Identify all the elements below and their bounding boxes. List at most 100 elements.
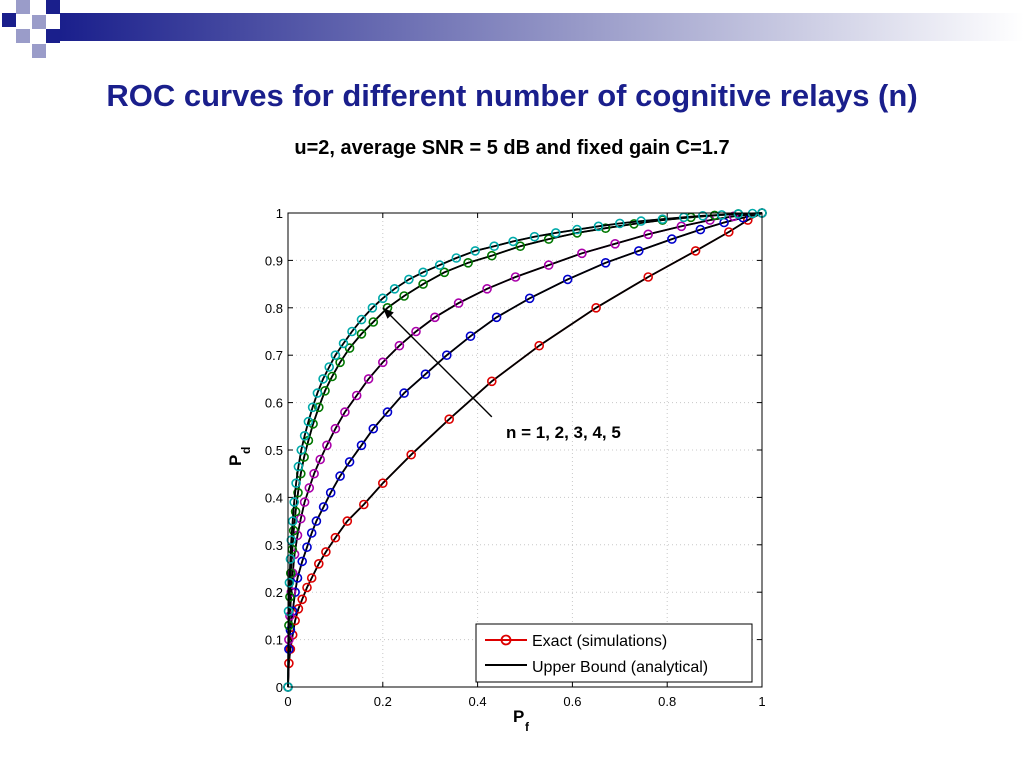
data-point: [286, 535, 297, 545]
data-point: [643, 272, 654, 282]
data-point: [293, 487, 303, 498]
data-point: [439, 267, 450, 278]
data-point: [318, 374, 328, 384]
data-point: [356, 314, 367, 325]
deco-square: [46, 29, 60, 43]
data-point: [321, 547, 331, 557]
data-point: [406, 449, 417, 460]
data-point: [600, 257, 611, 268]
x-tick-label: 0.4: [469, 694, 487, 709]
data-point: [302, 582, 312, 593]
data-point: [293, 603, 304, 614]
data-point: [550, 228, 561, 238]
data-point: [356, 440, 367, 451]
data-point: [411, 326, 421, 337]
y-tick-label: 0: [276, 680, 283, 695]
data-point: [327, 371, 337, 382]
data-point: [394, 340, 405, 351]
data-point: [482, 283, 492, 294]
data-point: [297, 556, 308, 567]
annotation-arrowhead: [382, 307, 394, 319]
data-point: [363, 374, 374, 384]
data-point: [593, 221, 604, 232]
deco-square: [2, 13, 16, 27]
y-tick-label: 0.3: [265, 538, 283, 553]
upper-bound-line-n-5: [287, 212, 763, 688]
data-point: [515, 241, 526, 251]
data-point: [335, 357, 345, 368]
data-point: [307, 402, 318, 413]
data-point: [723, 227, 734, 237]
legend-marker-exact: [500, 634, 512, 646]
data-point: [368, 423, 379, 434]
x-tick-label: 1: [758, 694, 765, 709]
data-point: [470, 246, 481, 256]
data-point: [303, 416, 314, 427]
data-point: [491, 312, 502, 323]
y-axis-label-sub: d: [239, 447, 253, 454]
data-point: [733, 209, 744, 219]
data-point: [399, 388, 409, 398]
data-point: [293, 461, 304, 472]
data-point: [543, 260, 554, 270]
data-point: [287, 516, 298, 526]
data-point: [377, 357, 388, 368]
data-point: [368, 317, 379, 327]
annotation-label: n = 1, 2, 3, 4, 5: [506, 423, 621, 442]
data-point: [330, 532, 341, 543]
y-tick-label: 0.2: [265, 585, 283, 600]
legend: Exact (simulations) Upper Bound (analyti…: [475, 623, 753, 683]
data-point: [676, 221, 687, 232]
data-point: [297, 594, 308, 605]
data-point: [358, 499, 369, 510]
legend-label-bound: Upper Bound (analytical): [532, 659, 708, 676]
data-point: [529, 231, 540, 242]
data-point: [614, 218, 625, 229]
x-axis-label-main: P: [513, 707, 524, 726]
series-n-5: [283, 208, 767, 692]
data-point: [344, 343, 355, 353]
data-point: [486, 250, 497, 261]
y-axis-ticks: 0 0.1 0.2 0.3 0.4 0.5 0.6 0.7 0.8 0.9 1: [265, 206, 762, 695]
data-point: [311, 516, 322, 526]
data-point: [288, 525, 299, 536]
data-point: [312, 388, 323, 398]
data-point: [389, 283, 400, 294]
deco-square: [16, 29, 30, 43]
header-band: [60, 13, 1024, 41]
data-point: [308, 419, 318, 429]
data-point: [441, 350, 452, 361]
x-tick-label: 0: [284, 694, 291, 709]
data-point: [534, 340, 545, 351]
data-point: [382, 407, 393, 417]
data-point: [304, 483, 315, 493]
y-tick-label: 0.7: [265, 348, 283, 363]
data-point: [284, 577, 295, 588]
deco-square: [46, 0, 60, 14]
data-point: [306, 573, 317, 583]
x-tick-label: 0.8: [658, 694, 676, 709]
plot-frame: [287, 212, 763, 688]
data-point: [285, 625, 296, 635]
data-point: [716, 210, 727, 220]
data-point: [324, 362, 335, 372]
data-point: [404, 274, 414, 285]
data-point: [465, 331, 476, 342]
annotation: n = 1, 2, 3, 4, 5: [382, 307, 621, 442]
data-point: [291, 478, 301, 489]
series-n-3: [283, 208, 767, 692]
data-point: [690, 246, 701, 256]
data-point: [335, 471, 345, 481]
chart-title: u=2, average SNR = 5 dB and fixed gain C…: [294, 137, 730, 159]
data-point: [444, 414, 455, 425]
data-point: [306, 528, 317, 538]
data-point: [342, 516, 353, 526]
data-point: [420, 369, 431, 380]
data-point: [510, 272, 521, 282]
y-tick-label: 0.4: [265, 490, 283, 505]
data-point: [289, 497, 300, 507]
data-point: [418, 267, 428, 278]
y-tick-label: 0.6: [265, 396, 283, 411]
data-point: [322, 440, 332, 451]
